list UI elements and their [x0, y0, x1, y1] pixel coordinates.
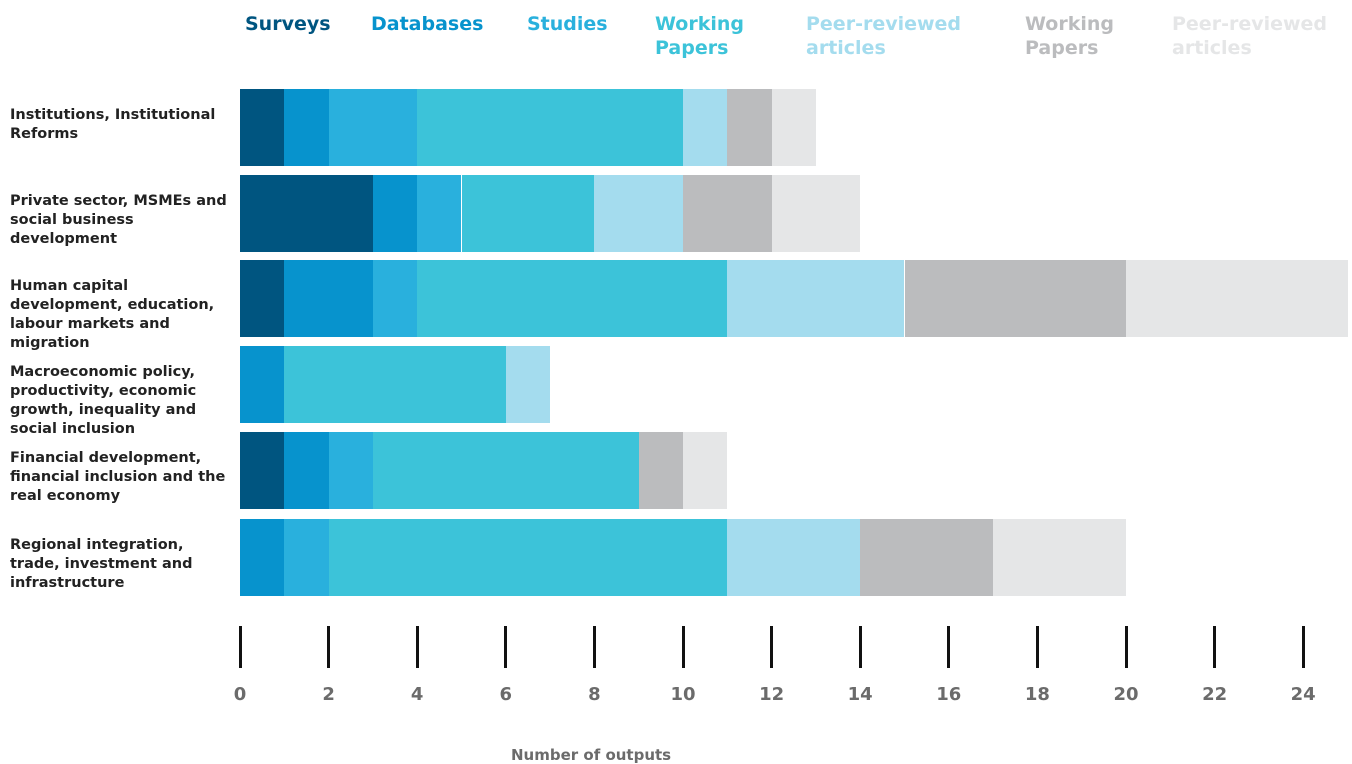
legend-item: Working Papers: [655, 13, 744, 59]
bar-segment: [727, 519, 861, 596]
x-tick-label: 8: [588, 684, 601, 705]
bar-segment: [727, 260, 905, 337]
bar-segment: [860, 519, 994, 596]
bar-segment: [372, 260, 418, 337]
bar-segment: [240, 260, 285, 337]
bar-segment: [372, 432, 639, 509]
tick-mark: [327, 626, 331, 668]
tick-mark: [1124, 626, 1128, 668]
bar-segment: [727, 89, 772, 166]
x-tick-label: 20: [1113, 684, 1139, 705]
legend-item: Working Papers: [1025, 13, 1114, 59]
x-tick-label: 12: [759, 684, 785, 705]
bar-segment: [284, 89, 329, 166]
tick-mark: [770, 626, 774, 668]
bar-segment: [240, 346, 285, 423]
bar-segment: [284, 260, 373, 337]
bar-segment: [328, 432, 373, 509]
tick-mark: [1035, 626, 1039, 668]
bar-segment: [683, 89, 728, 166]
category-label: Financial development, financial inclusi…: [10, 450, 226, 504]
tick-mark: [947, 626, 951, 668]
tick-mark: [592, 626, 596, 668]
legend-item: Peer-reviewed articles: [806, 13, 962, 59]
category-label: Private sector, MSMEs and social busines…: [10, 193, 227, 247]
bar-segment: [505, 346, 551, 423]
bar-segment: [461, 175, 595, 252]
category-label: Human capital development, education, la…: [10, 278, 215, 351]
tick-mark: [238, 626, 242, 668]
axis-title: Number of outputs: [511, 746, 672, 764]
bar-segment: [993, 519, 1126, 596]
x-tick-label: 2: [322, 684, 335, 705]
bar-segment: [284, 432, 329, 509]
tick-mark: [1301, 626, 1305, 668]
bar-segment: [771, 89, 816, 166]
x-tick-label: 0: [233, 684, 247, 705]
bar-segment: [1126, 260, 1348, 337]
category-label: Institutions, Institutional Reforms: [10, 107, 216, 142]
bar-segment: [284, 519, 329, 596]
category-label: Regional integration, trade, investment …: [10, 537, 193, 591]
tick-mark: [858, 626, 862, 668]
bar-segment: [594, 175, 683, 252]
bar-segment: [240, 519, 285, 596]
bar-segment: [372, 175, 418, 252]
legend-item: Surveys: [245, 13, 331, 35]
tick-mark: [1213, 626, 1217, 668]
bar-segment: [240, 175, 373, 252]
bar-segment: [328, 519, 728, 596]
x-tick-label: 14: [847, 684, 873, 705]
legend-item: Studies: [527, 13, 608, 35]
x-tick-label: 24: [1290, 684, 1316, 705]
x-tick-label: 10: [670, 684, 696, 705]
bar-segment: [240, 89, 285, 166]
x-tick-label: 16: [936, 684, 962, 705]
bar-segment: [683, 175, 772, 252]
x-tick-label: 18: [1024, 684, 1050, 705]
bar-segment: [683, 432, 728, 509]
x-tick-label: 4: [410, 684, 424, 705]
tick-mark: [504, 626, 508, 668]
bar-segment: [240, 432, 285, 509]
tick-mark: [415, 626, 419, 668]
bar-segment: [771, 175, 861, 252]
bar-segment: [284, 346, 506, 423]
legend-item: Databases: [371, 13, 484, 35]
bar-segment: [638, 432, 683, 509]
bar-segment: [328, 89, 418, 166]
category-label: Macroeconomic policy, productivity, econ…: [10, 364, 197, 437]
legend-item: Peer-reviewed articles: [1172, 13, 1328, 59]
bar-segment: [417, 175, 462, 252]
bar-segment: [904, 260, 1126, 337]
bar-segment: [417, 89, 683, 166]
x-tick-label: 22: [1202, 684, 1228, 705]
bar-segment: [417, 260, 728, 337]
tick-mark: [681, 626, 685, 668]
x-tick-label: 6: [499, 684, 513, 705]
